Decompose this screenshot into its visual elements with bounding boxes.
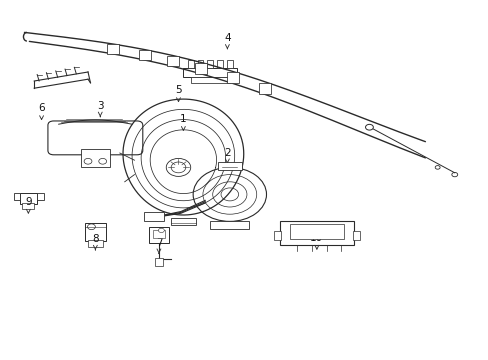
Polygon shape: [123, 99, 243, 215]
Text: 1: 1: [180, 114, 186, 130]
Bar: [37, 193, 43, 200]
Bar: [187, 60, 193, 68]
Circle shape: [99, 158, 106, 164]
Bar: [190, 103, 197, 110]
Bar: [144, 212, 163, 221]
Bar: [155, 258, 163, 266]
Bar: [107, 44, 119, 54]
Bar: [14, 193, 20, 200]
Bar: [139, 50, 151, 60]
Circle shape: [365, 124, 373, 130]
Bar: [197, 60, 203, 68]
Text: 5: 5: [175, 85, 182, 102]
Bar: [195, 63, 206, 73]
Bar: [289, 224, 343, 239]
Bar: [167, 56, 179, 67]
Bar: [169, 103, 176, 110]
Text: 4: 4: [224, 33, 230, 49]
Bar: [156, 110, 200, 118]
Bar: [207, 60, 213, 68]
Text: 10: 10: [310, 233, 323, 249]
Circle shape: [451, 172, 457, 177]
Bar: [217, 60, 223, 68]
Bar: [159, 103, 166, 110]
Bar: [149, 227, 168, 243]
Bar: [180, 103, 186, 110]
Bar: [153, 230, 164, 238]
Bar: [352, 231, 359, 240]
Text: 8: 8: [92, 234, 99, 250]
Circle shape: [434, 166, 439, 169]
Bar: [183, 68, 237, 77]
Circle shape: [84, 158, 92, 164]
Bar: [259, 83, 270, 94]
Bar: [210, 221, 249, 229]
Text: 3: 3: [97, 101, 103, 117]
Bar: [171, 218, 195, 225]
Text: 9: 9: [25, 197, 32, 213]
Circle shape: [87, 224, 95, 230]
Text: 7: 7: [155, 238, 162, 253]
Bar: [190, 77, 229, 83]
Circle shape: [158, 228, 164, 233]
Bar: [280, 221, 353, 245]
Bar: [217, 162, 242, 170]
Bar: [273, 231, 281, 240]
Bar: [163, 118, 194, 122]
Text: 2: 2: [224, 148, 230, 163]
Circle shape: [166, 158, 190, 176]
Bar: [20, 193, 37, 204]
Bar: [226, 60, 232, 68]
Bar: [227, 72, 239, 83]
Bar: [22, 203, 34, 209]
Bar: [88, 240, 102, 247]
FancyBboxPatch shape: [48, 121, 142, 155]
Text: 6: 6: [38, 103, 45, 120]
Circle shape: [193, 167, 266, 221]
Bar: [84, 223, 106, 241]
Bar: [81, 149, 110, 167]
